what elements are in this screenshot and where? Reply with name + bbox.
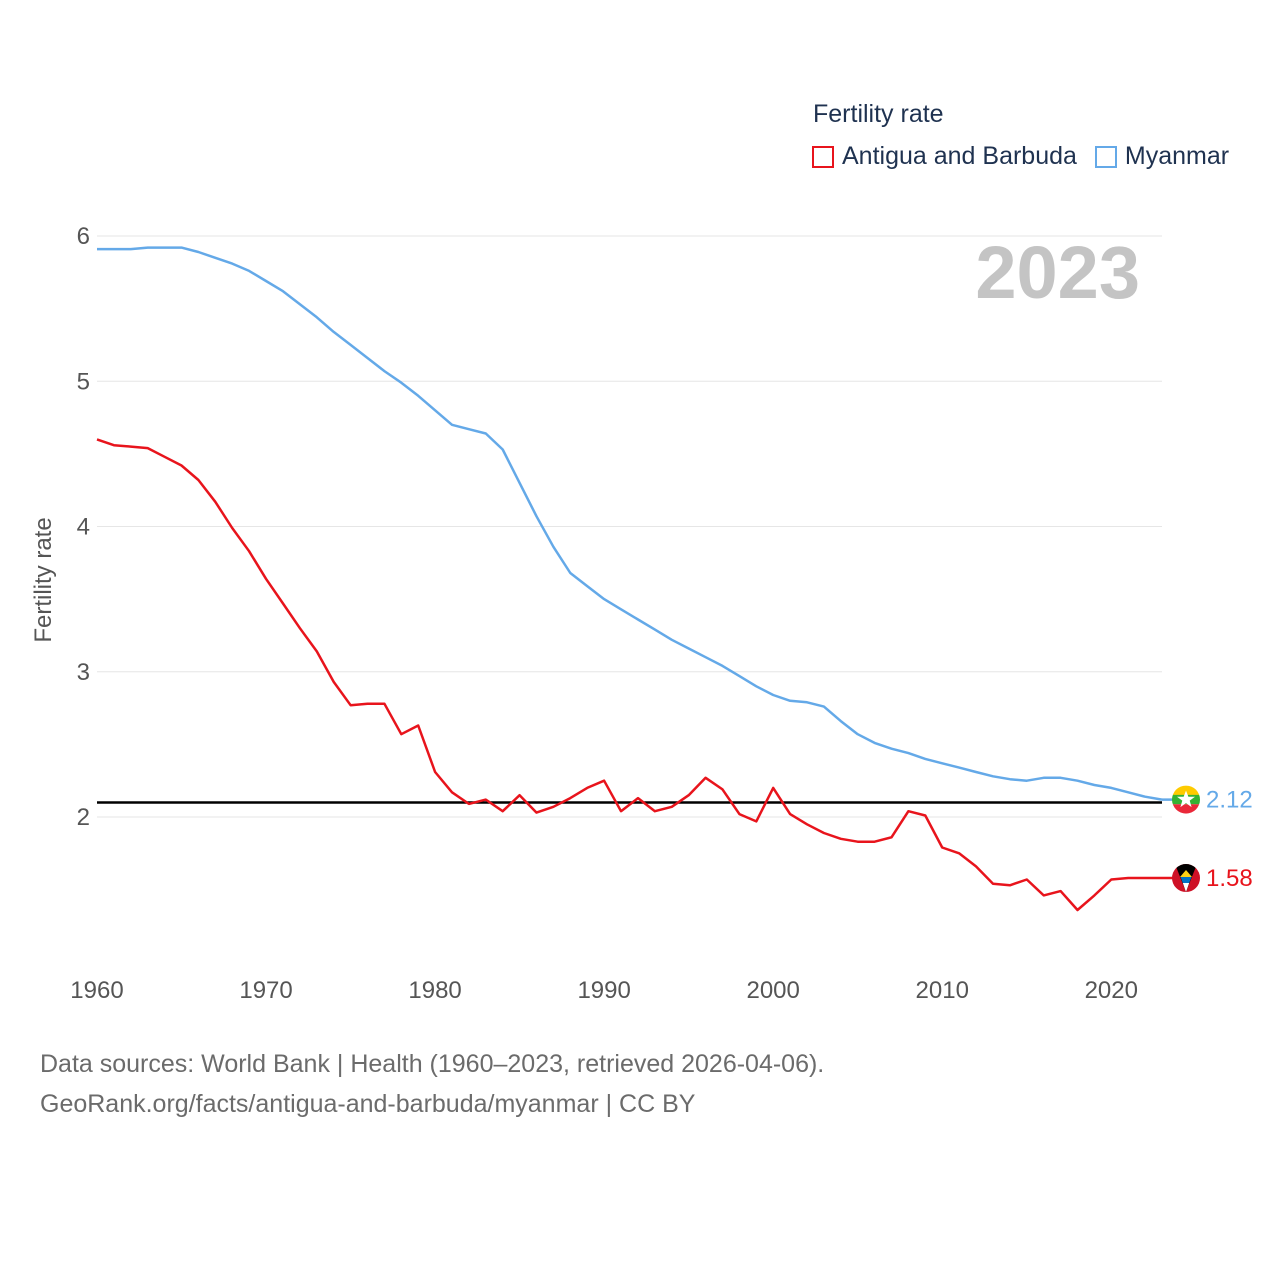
x-tick-2010: 2010 (916, 977, 969, 1004)
footer-url[interactable]: GeoRank.org/facts/antigua-and-barbuda/my… (40, 1090, 696, 1118)
x-tick-2000: 2000 (746, 977, 799, 1004)
series-line-antigua-and-barbuda (96, 438, 1162, 912)
legend-label-antigua: Antigua and Barbuda (842, 142, 1077, 170)
y-tick-5: 5 (77, 368, 90, 395)
x-tick-1960: 1960 (70, 977, 123, 1004)
y-tick-3: 3 (77, 659, 90, 686)
end-value-label-myanmar: 2.12 (1206, 787, 1253, 814)
legend-swatch-myanmar (1094, 145, 1117, 168)
y-tick-6: 6 (77, 223, 90, 250)
legend: Antigua and Barbuda Myanmar (812, 142, 1247, 171)
footer: Data sources: World Bank | Health (1960–… (40, 1044, 824, 1124)
year-label: 2023 (975, 231, 1140, 314)
x-tick-1980: 1980 (408, 977, 461, 1004)
flag-stripe-red (1172, 804, 1200, 814)
end-markers: 1.58 2.12 (1162, 785, 1253, 893)
flag-stripe-yellow (1172, 785, 1200, 795)
legend-item-antigua[interactable]: Antigua and Barbuda (812, 142, 1077, 171)
flag-sun (1180, 870, 1192, 878)
y-axis-label: Fertility rate (30, 517, 57, 642)
flag-body-antigua (1172, 864, 1200, 893)
flag-white-band (1182, 883, 1190, 893)
series-lines (96, 246, 1163, 912)
legend-swatch-antigua (812, 145, 834, 168)
flag-icon-antigua-and-barbuda (1172, 864, 1200, 893)
y-tick-2: 2 (77, 804, 90, 831)
y-tick-4: 4 (77, 514, 90, 541)
series-line-myanmar (97, 246, 1163, 801)
legend-item-myanmar[interactable]: Myanmar (1094, 142, 1230, 171)
x-tick-1990: 1990 (577, 977, 630, 1004)
flag-star (1177, 790, 1195, 808)
flag-body-myanmar (1172, 785, 1200, 814)
y-axis-ticks: 2 3 4 5 6 (77, 223, 90, 831)
end-value-label-antigua-and-barbuda: 1.58 (1206, 865, 1253, 892)
gridlines (97, 235, 1162, 818)
flag-blue-band (1180, 877, 1192, 884)
legend-title: Fertility rate (813, 100, 944, 128)
flag-icon-myanmar (1172, 785, 1200, 814)
x-tick-2020: 2020 (1085, 977, 1138, 1004)
x-tick-1970: 1970 (239, 977, 292, 1004)
x-axis-ticks: 1960 1970 1980 1990 2000 2010 2020 (70, 977, 1138, 1004)
legend-label-myanmar: Myanmar (1124, 142, 1230, 170)
footer-sources: Data sources: World Bank | Health (1960–… (40, 1050, 825, 1078)
